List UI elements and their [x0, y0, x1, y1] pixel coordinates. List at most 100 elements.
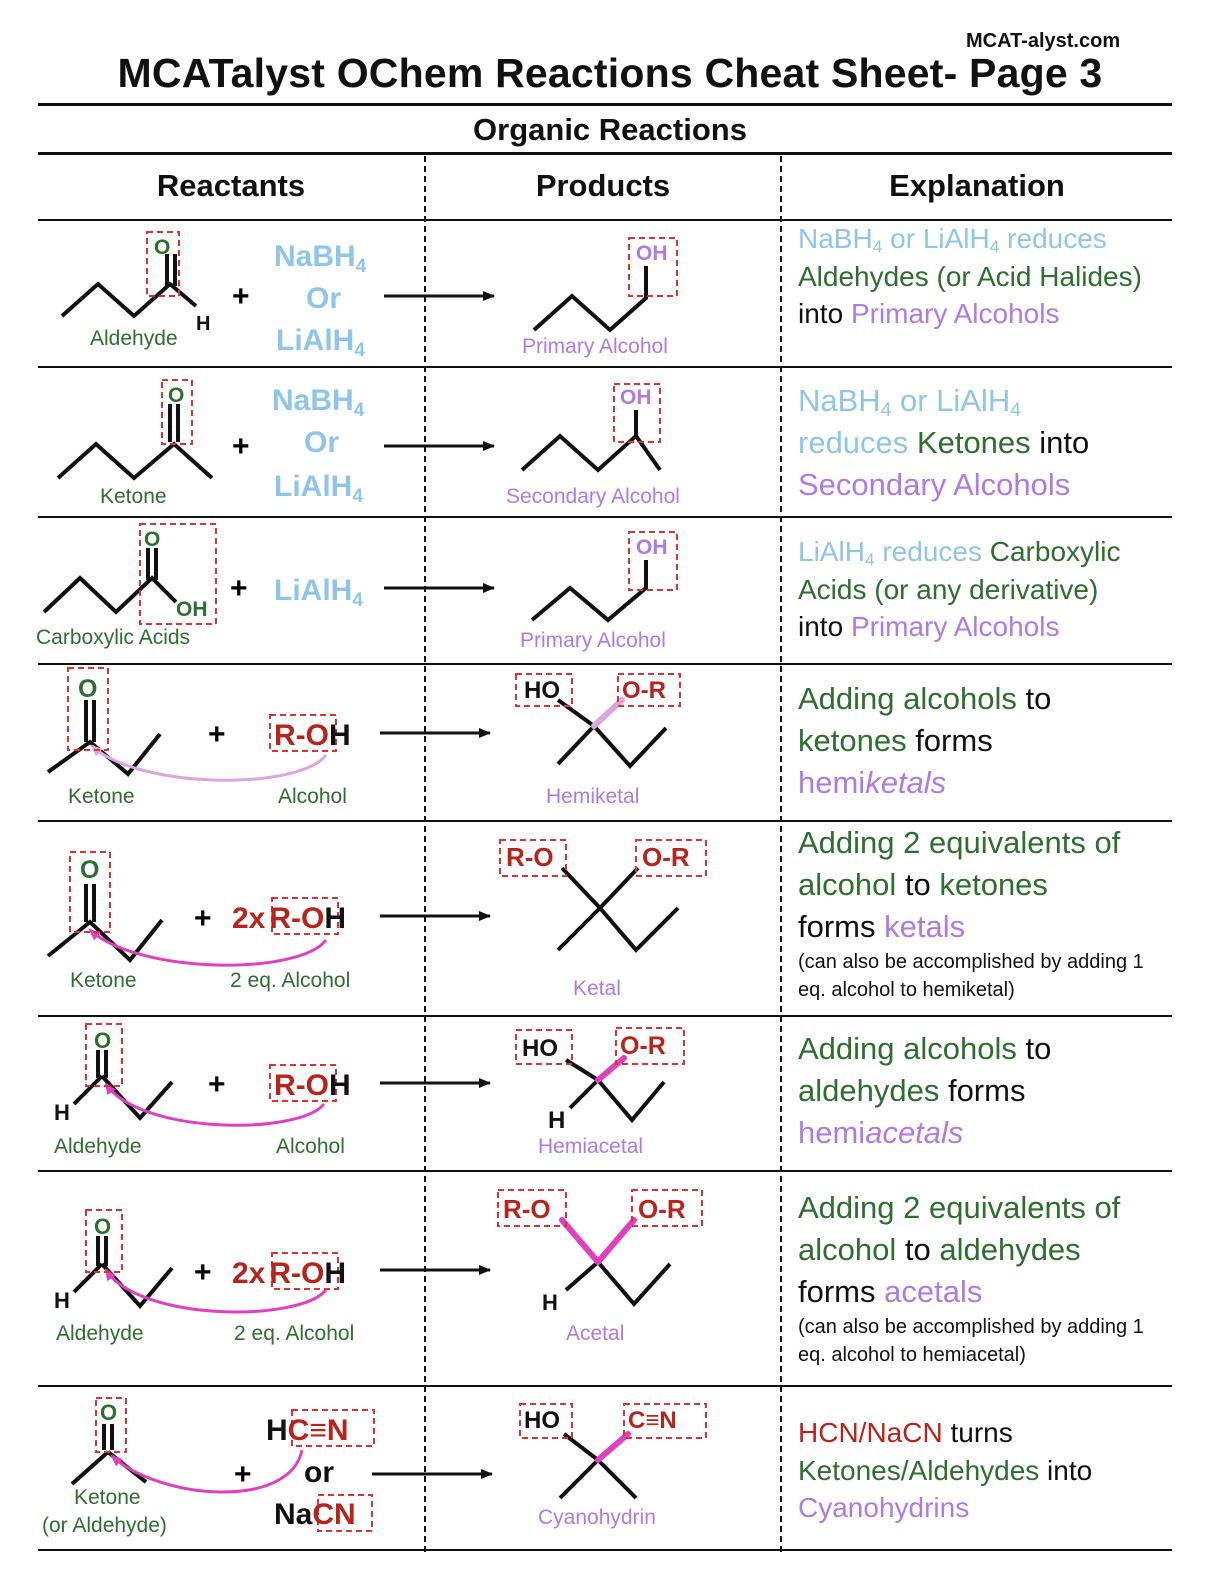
- ether-box: [617, 673, 681, 707]
- explanation-reagent: Adding 2 equivalents of alcohol: [798, 825, 1121, 903]
- reactant-label-secondary: (or Aldehyde): [42, 1514, 167, 1537]
- product-label: Acetal: [566, 1322, 624, 1345]
- plus-sign: +: [232, 430, 250, 463]
- reagent-2x-alcohol: 2x R-OH: [232, 902, 346, 935]
- reactant-label: Aldehyde: [90, 327, 178, 350]
- plus-sign: +: [208, 718, 226, 751]
- row-divider: [38, 820, 1172, 822]
- alcohol-box: [269, 1064, 337, 1102]
- product-label: Secondary Alcohol: [506, 485, 680, 508]
- plus-sign: +: [208, 1068, 226, 1101]
- carbonyl-box: [85, 1023, 123, 1087]
- column-header-products: Products: [535, 168, 671, 203]
- explanation-reagent: Adding alcohols: [798, 681, 1017, 716]
- reagent-label: Alcohol: [276, 1135, 345, 1158]
- carboxylic-acid-molecule: [42, 548, 178, 615]
- explanation-reactant: ketones: [939, 867, 1048, 903]
- ether-group: O-R: [620, 1032, 666, 1060]
- mechanism-arrow: [104, 1082, 326, 1127]
- reagent-alcohol: R-OH: [274, 719, 351, 752]
- hydroxyl-box: [628, 237, 678, 297]
- reagent-lialh4: LiAlH4: [274, 574, 363, 611]
- new-bond-highlight: [595, 1217, 637, 1265]
- explanation-row-1: NaBH4 or LiAlH4 reduces Aldehydes (or Ac…: [798, 220, 1178, 333]
- ketone-molecule: [46, 700, 162, 777]
- explanation-reactant: Aldehydes (or Acid Halides): [798, 260, 1142, 292]
- explanation-connector: forms: [906, 723, 993, 759]
- table-title: Organic Reactions: [473, 112, 747, 147]
- mechanism-arrow: [104, 1268, 328, 1314]
- hydroxyl-group: OH: [636, 536, 668, 559]
- explanation-reactant: aldehydes: [939, 1232, 1081, 1268]
- row-divider: [38, 663, 1172, 665]
- ether-group: R-O: [503, 1194, 551, 1224]
- row-divider: [38, 1549, 1172, 1551]
- ketone-molecule: [46, 884, 164, 963]
- acetal-molecule: [564, 1260, 672, 1308]
- ether-group: O-R: [622, 677, 666, 704]
- ether-group: R-O: [506, 842, 554, 872]
- carbonyl-box: [85, 1209, 123, 1273]
- plus-sign: +: [232, 280, 250, 313]
- explanation-row-6: Adding alcohols to aldehydes forms hemia…: [798, 1028, 1178, 1154]
- ketone-molecule: [56, 404, 214, 481]
- explanation-product: Primary Alcohols: [850, 611, 1060, 643]
- ether-box: [499, 839, 567, 877]
- hydroxyl-group: HO: [524, 677, 560, 704]
- hydroxyl-group: HO: [522, 1035, 558, 1062]
- carbonyl-box: [95, 1397, 127, 1453]
- new-bond-highlight: [595, 1431, 631, 1463]
- page-title: MCATalyst OChem Reactions Cheat Sheet- P…: [117, 50, 1103, 96]
- reagent-hcn: HC≡N: [266, 1414, 349, 1447]
- ether-box: [631, 1189, 703, 1227]
- new-bond-highlight: [595, 1055, 627, 1083]
- oxygen-atom: O: [168, 384, 184, 407]
- explanation-connector: turns: [942, 1417, 1013, 1448]
- explanation-connector: to: [1016, 681, 1052, 716]
- mechanism-arrow: [110, 1449, 304, 1494]
- oxygen-atom: O: [94, 1028, 111, 1053]
- header-divider: [38, 152, 1172, 155]
- aldehyde-molecule: [60, 254, 198, 319]
- new-bond-highlight: [591, 697, 625, 729]
- alcohol-box: [269, 714, 337, 752]
- explanation-reactant: Ketones/Aldehydes: [798, 1454, 1040, 1486]
- plus-sign: +: [234, 1458, 252, 1491]
- plus-sign: +: [230, 572, 248, 605]
- explanation-product: Cyanohydrins: [798, 1492, 970, 1524]
- carbonyl-box: [69, 851, 111, 933]
- hydrogen-atom: H: [54, 1100, 70, 1125]
- ether-box: [615, 1027, 685, 1065]
- hydroxyl-box: [613, 383, 661, 443]
- row-divider: [38, 1385, 1172, 1387]
- hydroxyl-group: OH: [176, 598, 208, 621]
- hydrogen-atom: H: [196, 313, 210, 335]
- ketone-molecule: [70, 1424, 148, 1486]
- alcohol-box: [271, 1252, 339, 1290]
- alcohol-box: [271, 897, 339, 935]
- ether-group: O-R: [638, 1194, 686, 1224]
- explanation-row-8: HCN/NaCN turns Ketones/Aldehydes into Cy…: [798, 1414, 1178, 1527]
- column-header-reactants: Reactants: [156, 168, 306, 203]
- cyanohydrin-molecule: [558, 1432, 638, 1500]
- plus-sign: +: [194, 1256, 212, 1289]
- new-bond-highlight: [559, 1217, 601, 1265]
- explanation-reactant: aldehydes: [798, 1073, 940, 1109]
- title-divider: [38, 103, 1172, 106]
- reactant-label: Ketone: [74, 1486, 141, 1509]
- column-divider-1: [424, 156, 426, 1552]
- reagent-lialh4: LiAlH4: [276, 324, 365, 361]
- hydroxyl-box: [515, 1029, 573, 1065]
- mechanism-arrow: [88, 928, 328, 967]
- site-url: MCAT-alyst.com: [966, 30, 1121, 52]
- reagent-or: or: [304, 1456, 334, 1489]
- nitrile-group: C≡N: [628, 1407, 677, 1434]
- reagent-alcohol: R-OH: [274, 1069, 351, 1102]
- reagent-nabh4: NaBH4: [274, 240, 367, 277]
- reagent-label: 2 eq. Alcohol: [234, 1322, 354, 1345]
- explanation-connector: to: [896, 1232, 940, 1268]
- product-label: Primary Alcohol: [520, 629, 666, 652]
- oxygen-atom: O: [154, 236, 170, 259]
- hemiketal-molecule: [556, 698, 668, 769]
